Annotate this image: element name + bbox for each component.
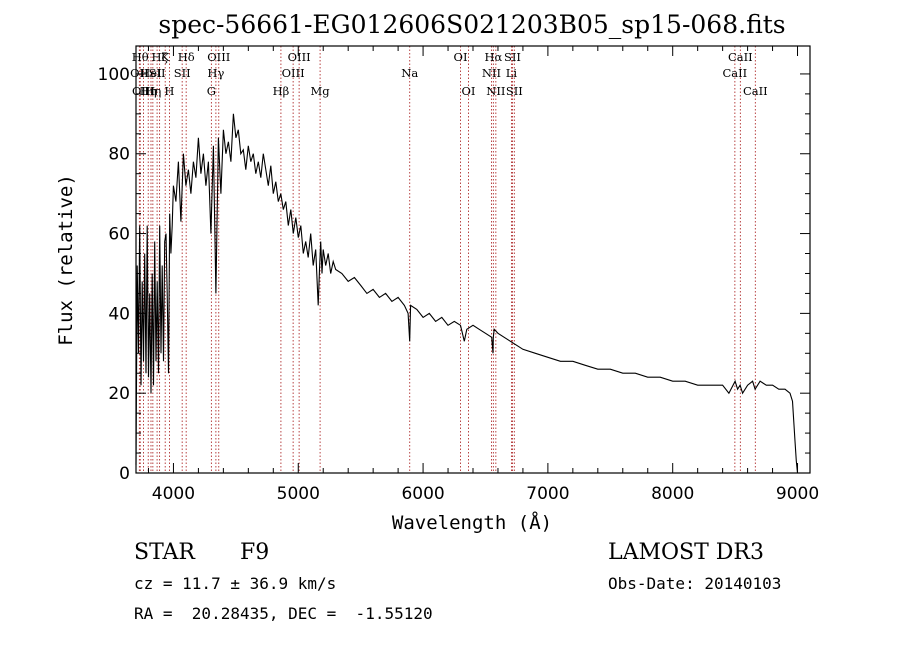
y-tick-label-20: 20 bbox=[108, 384, 130, 404]
line-label-2: OIII bbox=[132, 84, 155, 98]
line-label-13: Hγ bbox=[207, 66, 224, 80]
line-label-20: OI bbox=[454, 50, 468, 64]
y-tick-label-0: 0 bbox=[119, 464, 130, 484]
line-label-7: Hζ bbox=[151, 50, 167, 64]
y-axis-label: Flux (relative) bbox=[55, 174, 77, 346]
ra-dec-coordinates: RA = 20.28435, DEC = -1.55120 bbox=[134, 604, 433, 623]
line-label-9: H bbox=[164, 84, 174, 98]
line-label-17: OIII bbox=[288, 50, 311, 64]
x-tick-label-9000: 9000 bbox=[776, 484, 819, 504]
plot-frame bbox=[135, 45, 811, 474]
line-label-26: SII bbox=[504, 50, 521, 64]
line-label-4: HeI bbox=[140, 66, 161, 80]
y-axis-ticks: 0 20 40 60 80 100 bbox=[98, 65, 810, 484]
line-label-14: OIII bbox=[207, 50, 230, 64]
x-axis-label: Wavelength (Å) bbox=[392, 511, 552, 534]
spectrum-line bbox=[135, 113, 799, 474]
line-label-3: Hη bbox=[140, 84, 157, 98]
x-tick-label-4000: 4000 bbox=[152, 484, 195, 504]
line-label-24: NII bbox=[486, 84, 505, 98]
line-label-5: Hη bbox=[144, 84, 161, 98]
line-label-28: CaII bbox=[722, 66, 747, 80]
line-label-27: SII bbox=[506, 84, 523, 98]
y-tick-label-40: 40 bbox=[108, 304, 130, 324]
line-label-30: CaII bbox=[743, 84, 768, 98]
line-label-10: SII bbox=[174, 66, 191, 80]
object-subclass: F9 bbox=[240, 540, 270, 565]
line-label-22: NII bbox=[482, 66, 501, 80]
line-label-21: OI bbox=[462, 84, 476, 98]
x-tick-label-6000: 6000 bbox=[401, 484, 444, 504]
x-axis-ticks: 4000 5000 6000 7000 8000 9000 bbox=[147, 46, 819, 504]
line-label-6: SII bbox=[149, 66, 166, 80]
y-tick-label-100: 100 bbox=[98, 65, 130, 85]
redshift-velocity: cz = 11.7 ± 36.9 km/s bbox=[134, 574, 337, 593]
emission-line-labels: HθOIIOIIIHηHeIHηSIIHζKHSIIHδGHγOIIIHβOII… bbox=[130, 50, 768, 98]
chart-title: spec-56661-EG012606S021203B05_sp15-068.f… bbox=[158, 10, 785, 39]
object-class: STAR bbox=[134, 540, 195, 565]
line-label-1: OII bbox=[130, 66, 149, 80]
x-tick-label-7000: 7000 bbox=[526, 484, 569, 504]
line-label-11: Hδ bbox=[178, 50, 195, 64]
survey-name: LAMOST DR3 bbox=[608, 540, 764, 565]
x-tick-label-8000: 8000 bbox=[651, 484, 694, 504]
line-label-29: CaII bbox=[728, 50, 753, 64]
line-label-25: Li bbox=[506, 66, 518, 80]
line-label-23: Hα bbox=[484, 50, 502, 64]
x-tick-label-5000: 5000 bbox=[277, 484, 320, 504]
line-label-12: G bbox=[207, 84, 216, 98]
y-tick-label-80: 80 bbox=[108, 145, 130, 165]
line-label-15: Hβ bbox=[273, 84, 290, 98]
line-label-0: Hθ bbox=[132, 50, 149, 64]
line-label-16: OIII bbox=[282, 66, 305, 80]
y-tick-label-60: 60 bbox=[108, 225, 130, 245]
line-label-18: Mg bbox=[311, 84, 331, 98]
line-label-8: K bbox=[161, 50, 170, 64]
emission-line-markers bbox=[138, 46, 756, 473]
line-label-19: Na bbox=[401, 66, 418, 80]
observation-date: Obs-Date: 20140103 bbox=[608, 574, 782, 593]
